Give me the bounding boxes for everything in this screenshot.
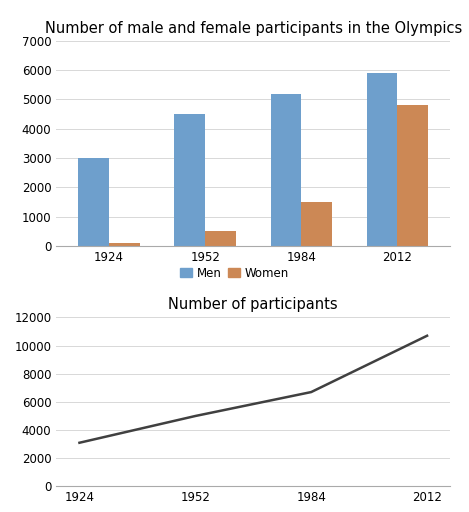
Bar <box>367 73 397 246</box>
Legend: Men, Women: Men, Women <box>175 262 294 284</box>
Bar <box>271 94 301 246</box>
Title: Number of male and female participants in the Olympics: Number of male and female participants i… <box>45 20 462 36</box>
Bar <box>397 105 428 246</box>
Bar <box>174 114 205 246</box>
Bar <box>78 158 109 246</box>
Bar <box>109 243 140 246</box>
Bar <box>301 202 332 246</box>
Bar <box>205 231 236 246</box>
Title: Number of participants: Number of participants <box>168 297 338 312</box>
